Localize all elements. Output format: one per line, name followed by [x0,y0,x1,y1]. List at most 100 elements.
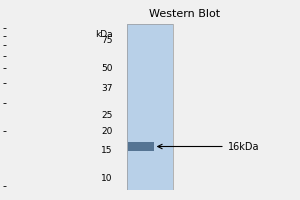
Bar [127,99,173,100]
Bar [127,24,173,190]
Bar [127,114,173,115]
Bar [127,170,173,172]
Bar [127,51,173,52]
Bar [127,155,173,157]
Bar [127,34,173,36]
Bar [127,77,173,79]
Text: 20: 20 [101,127,112,136]
Bar [127,129,173,130]
Bar [127,64,173,66]
Bar [127,147,173,148]
Bar [127,177,173,178]
Bar [127,66,173,67]
Bar [127,112,173,114]
Bar [127,157,173,158]
Bar [127,132,173,134]
Bar [127,139,173,140]
Bar [127,150,173,152]
Bar [127,120,173,122]
Bar [127,117,173,119]
Bar [127,57,173,59]
Bar [127,122,173,124]
Bar [127,46,173,47]
Bar [127,119,173,120]
Bar [127,24,173,26]
Text: 15: 15 [101,146,112,155]
Bar [127,135,173,137]
Text: 75: 75 [101,36,112,45]
Bar [127,153,173,155]
Bar [127,37,173,39]
Bar [127,167,173,168]
Bar [127,145,173,147]
Text: 37: 37 [101,84,112,93]
Bar [127,183,173,185]
Text: 10: 10 [101,174,112,183]
Bar [127,109,173,110]
Bar [127,173,173,175]
Bar [127,168,173,170]
Bar [127,80,173,82]
Bar [127,142,173,144]
Bar [127,54,173,56]
Bar [127,160,173,162]
Text: 50: 50 [101,64,112,73]
Bar [127,100,173,102]
Bar [127,95,173,97]
Bar [127,29,173,31]
Bar [127,172,173,173]
Bar [127,74,173,75]
Bar [127,185,173,187]
Bar [127,180,173,182]
Bar [127,152,173,153]
Bar [127,90,173,92]
Bar [127,39,173,41]
Bar [127,75,173,77]
Bar [127,92,173,94]
Bar [127,158,173,160]
Bar [127,102,173,104]
Bar [127,47,173,49]
Bar [127,188,173,190]
Bar [127,70,173,72]
Bar [127,27,173,29]
Bar [127,162,173,163]
Bar [127,87,173,89]
Bar [127,107,173,109]
Bar [127,115,173,117]
Text: 25: 25 [101,111,112,120]
Bar [127,84,173,85]
Bar [127,148,173,150]
Bar [127,110,173,112]
Bar [127,124,173,125]
Bar [127,125,173,127]
Bar [127,52,173,54]
Bar [127,182,173,183]
Bar [127,44,173,46]
Bar [127,140,173,142]
Bar [127,187,173,188]
Bar [127,175,173,177]
Bar [127,89,173,90]
Text: 16kDa: 16kDa [228,142,259,152]
Bar [127,56,173,57]
Bar [127,26,173,27]
Bar [127,67,173,69]
Bar [127,127,173,129]
Bar [127,42,173,44]
Bar [127,105,173,107]
Bar [127,62,173,64]
Bar [127,36,173,37]
Bar [127,32,173,34]
Bar [127,41,173,42]
Bar [127,82,173,84]
Bar [127,104,173,105]
Bar [127,94,173,95]
Text: Western Blot: Western Blot [149,9,220,19]
Bar [127,165,173,167]
Bar [127,61,173,62]
Bar [127,31,173,32]
Bar [127,59,173,61]
Bar [127,178,173,180]
Bar [127,130,173,132]
